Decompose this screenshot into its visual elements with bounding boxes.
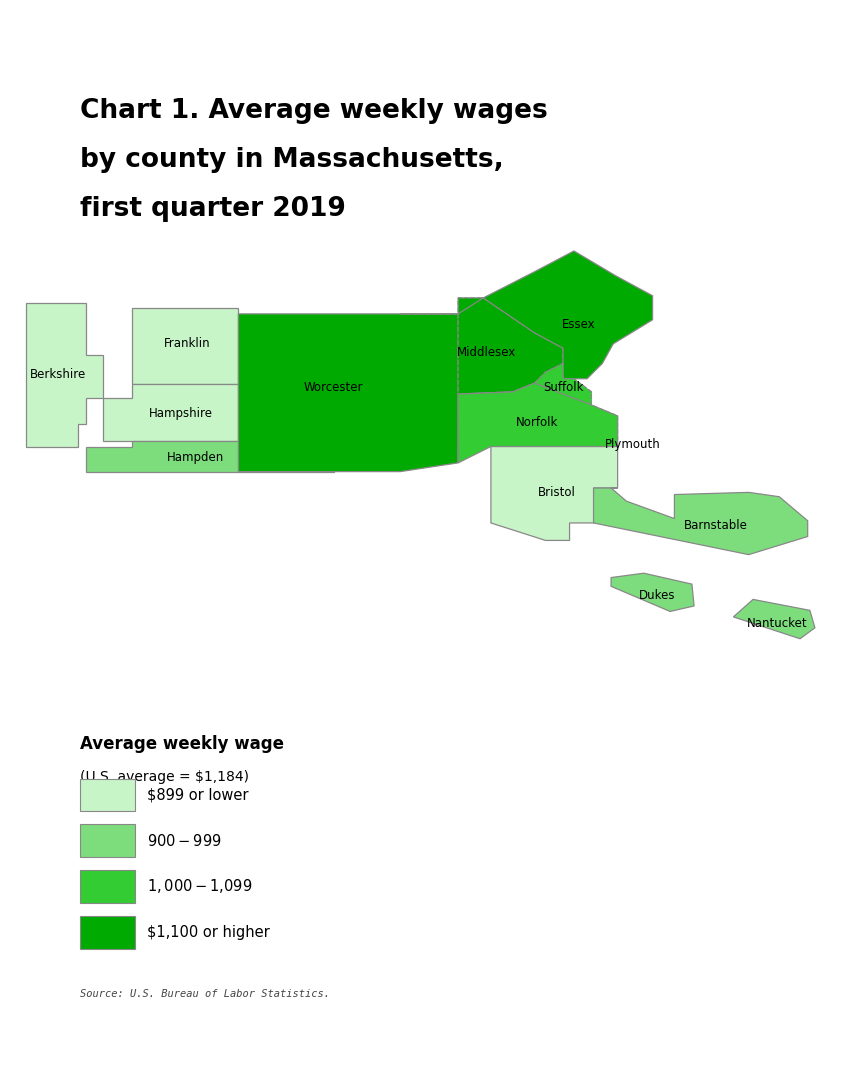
Text: Middlesex: Middlesex	[457, 346, 516, 359]
Text: by county in Massachusetts,: by county in Massachusetts,	[80, 147, 504, 173]
Polygon shape	[26, 304, 103, 448]
Polygon shape	[400, 298, 563, 394]
Text: Plymouth: Plymouth	[605, 438, 661, 451]
Text: Average weekly wage: Average weekly wage	[80, 735, 284, 754]
Text: $1,100 or higher: $1,100 or higher	[147, 925, 270, 940]
Polygon shape	[594, 488, 807, 554]
Text: Hampden: Hampden	[168, 451, 225, 464]
Polygon shape	[87, 441, 333, 472]
Text: (U.S. average = $1,184): (U.S. average = $1,184)	[80, 770, 249, 784]
Polygon shape	[458, 364, 618, 463]
Text: Norfolk: Norfolk	[515, 416, 558, 429]
Text: Franklin: Franklin	[164, 338, 210, 351]
Text: Barnstable: Barnstable	[684, 518, 748, 531]
Text: Hampshire: Hampshire	[149, 407, 213, 420]
Text: Nantucket: Nantucket	[747, 617, 807, 629]
Text: $1,000 - $1,099: $1,000 - $1,099	[147, 878, 253, 895]
Polygon shape	[458, 250, 653, 379]
Text: $900 - $999: $900 - $999	[147, 833, 222, 848]
Text: Source: U.S. Bureau of Labor Statistics.: Source: U.S. Bureau of Labor Statistics.	[80, 989, 330, 999]
Text: Dukes: Dukes	[639, 588, 675, 601]
Text: Bristol: Bristol	[537, 486, 575, 499]
Polygon shape	[103, 384, 238, 441]
Polygon shape	[611, 573, 694, 611]
Text: $899 or lower: $899 or lower	[147, 787, 249, 803]
Polygon shape	[491, 446, 618, 540]
Polygon shape	[132, 307, 238, 384]
Text: Chart 1. Average weekly wages: Chart 1. Average weekly wages	[80, 98, 548, 124]
Text: Essex: Essex	[562, 318, 595, 331]
Text: Worcester: Worcester	[304, 381, 364, 394]
Polygon shape	[535, 364, 591, 405]
Polygon shape	[458, 383, 618, 463]
Text: first quarter 2019: first quarter 2019	[80, 196, 346, 222]
Polygon shape	[733, 599, 815, 639]
Text: Berkshire: Berkshire	[30, 368, 87, 381]
Text: Suffolk: Suffolk	[543, 381, 584, 394]
Polygon shape	[238, 314, 458, 472]
